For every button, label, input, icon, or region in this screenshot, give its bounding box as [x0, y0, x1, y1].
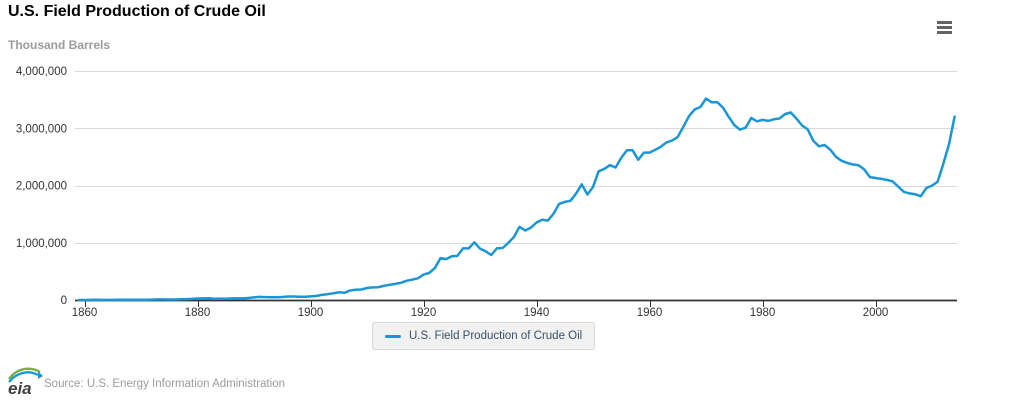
y-tick-label: 3,000,000: [16, 123, 67, 135]
page-title: U.S. Field Production of Crude Oil: [8, 3, 266, 20]
x-tick-label: 1860: [72, 307, 98, 319]
x-tick-label: 2000: [863, 307, 889, 319]
series-line[interactable]: [77, 97, 956, 302]
y-tick-label: 0: [61, 295, 67, 307]
y-tick-label: 2,000,000: [16, 181, 67, 193]
x-tick-label: 1960: [637, 307, 663, 319]
x-tick-label: 1940: [524, 307, 550, 319]
hamburger-menu-icon[interactable]: [937, 21, 952, 34]
eia-logo[interactable]: eia: [5, 363, 45, 397]
y-tick-label: 4,000,000: [16, 66, 67, 78]
x-tick-label: 1980: [750, 307, 776, 319]
eia-logo-leaf-icon: [38, 371, 43, 379]
chart-units-subtitle: Thousand Barrels: [8, 38, 111, 52]
eia-logo-text: eia: [8, 379, 32, 397]
eia-logo-blue-swoosh-icon: [8, 371, 39, 383]
source-text: Source: U.S. Energy Information Administ…: [44, 378, 285, 390]
x-tick-label: 1920: [411, 307, 437, 319]
x-tick-label: 1900: [298, 307, 324, 319]
eia-logo-green-swoosh-icon: [8, 367, 41, 380]
legend-item-crude-oil[interactable]: U.S. Field Production of Crude Oil: [385, 330, 582, 342]
legend: U.S. Field Production of Crude Oil: [372, 322, 596, 350]
y-tick-label: 1,000,000: [16, 238, 67, 250]
x-tick-label: 1880: [185, 307, 211, 319]
legend-label: U.S. Field Production of Crude Oil: [409, 330, 583, 342]
legend-line-swatch: [385, 334, 401, 338]
